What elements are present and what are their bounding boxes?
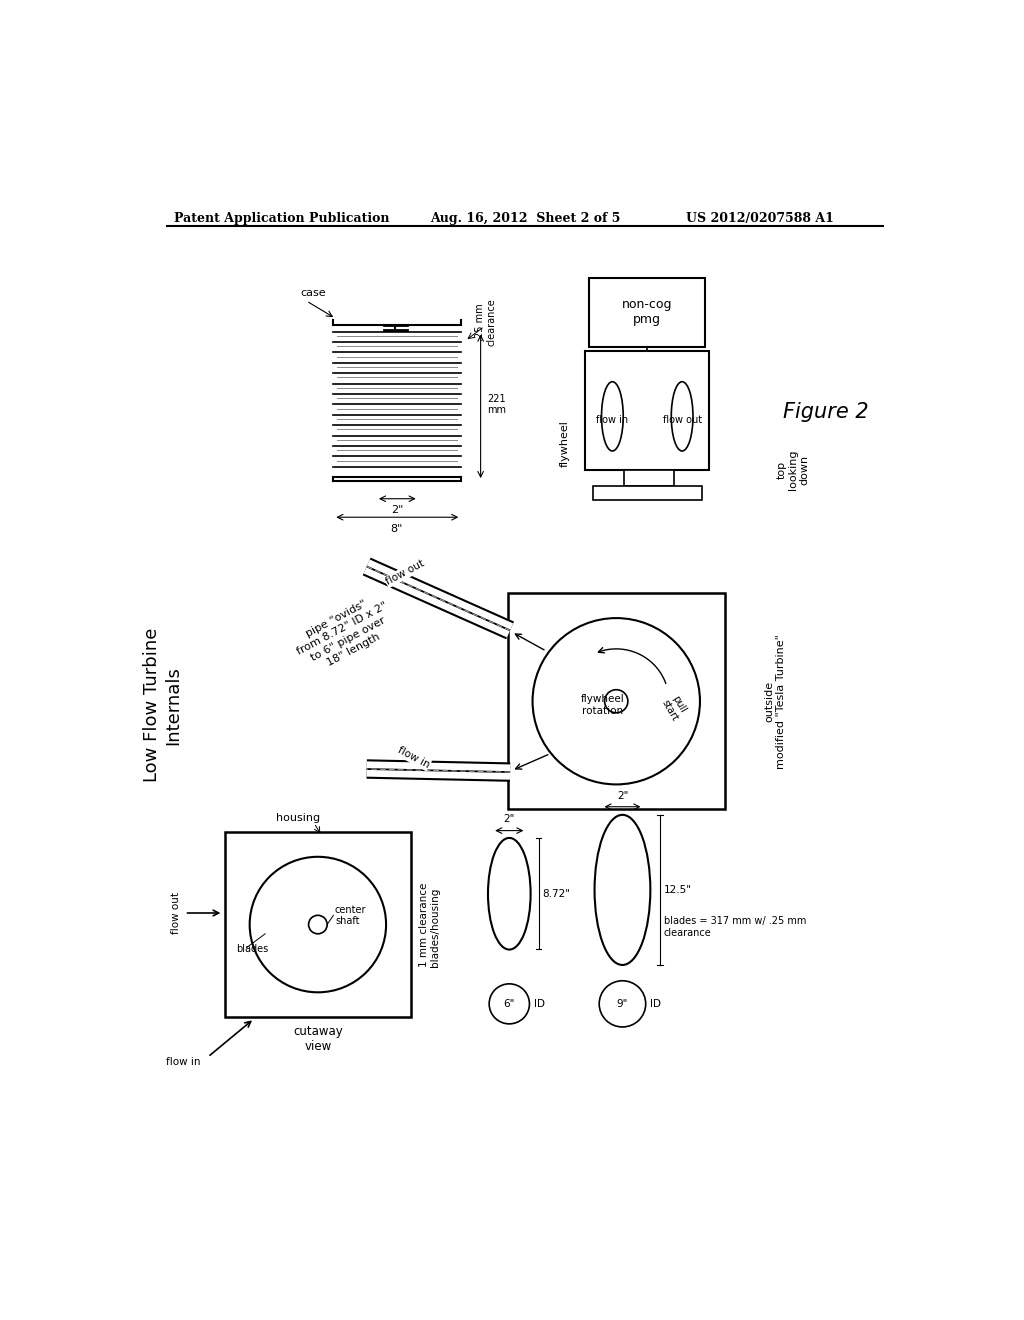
Text: blades = 317 mm w/ .25 mm
clearance: blades = 317 mm w/ .25 mm clearance [664, 916, 806, 937]
Bar [508, 594, 725, 809]
Text: ID: ID [650, 999, 662, 1008]
Bar [624, 470, 675, 486]
Text: center
shaft: center shaft [335, 904, 367, 927]
Circle shape [532, 618, 700, 784]
Text: flywheel
rotation: flywheel rotation [581, 694, 625, 715]
Circle shape [250, 857, 386, 993]
Text: Low Flow Turbine
Internals: Low Flow Turbine Internals [143, 628, 182, 783]
Text: Aug. 16, 2012  Sheet 2 of 5: Aug. 16, 2012 Sheet 2 of 5 [430, 213, 621, 224]
Text: flow in: flow in [166, 1056, 200, 1067]
Bar [586, 351, 710, 470]
Ellipse shape [488, 838, 530, 949]
Ellipse shape [595, 814, 650, 965]
Text: 2": 2" [616, 791, 628, 801]
Text: 1 mm clearance
blades/housing: 1 mm clearance blades/housing [419, 882, 440, 966]
Text: Figure 2: Figure 2 [782, 403, 868, 422]
Text: pull
start: pull start [659, 692, 689, 723]
Bar [593, 486, 701, 499]
Text: US 2012/0207588 A1: US 2012/0207588 A1 [686, 213, 834, 224]
Text: ID: ID [535, 999, 545, 1008]
Text: outside
modified "Tesla Turbine": outside modified "Tesla Turbine" [764, 634, 786, 768]
Text: .25 mm
clearance: .25 mm clearance [475, 298, 497, 346]
Text: 8": 8" [391, 524, 403, 533]
Text: flow in: flow in [596, 416, 629, 425]
Text: pipe "ovids"
from 8.72" ID x 2"
to 6" pipe over
18" length: pipe "ovids" from 8.72" ID x 2" to 6" pi… [290, 591, 400, 677]
Text: blades: blades [237, 944, 268, 954]
Text: non-cog
pmg: non-cog pmg [622, 298, 673, 326]
Bar [589, 277, 706, 347]
Bar [225, 832, 411, 1016]
Circle shape [308, 915, 328, 933]
Text: top
looking
down: top looking down [776, 450, 810, 491]
Circle shape [489, 983, 529, 1024]
Ellipse shape [601, 381, 624, 451]
Ellipse shape [672, 381, 693, 451]
Text: case: case [300, 288, 326, 298]
Text: flywheel: flywheel [559, 420, 569, 467]
Text: flow out: flow out [663, 416, 701, 425]
Text: Patent Application Publication: Patent Application Publication [174, 213, 390, 224]
Circle shape [604, 689, 628, 713]
Text: housing: housing [276, 813, 321, 824]
Text: flow out: flow out [171, 892, 180, 935]
Text: 2": 2" [391, 504, 403, 515]
Text: 221
mm: 221 mm [486, 393, 506, 416]
Text: 9": 9" [616, 999, 628, 1008]
Circle shape [599, 981, 646, 1027]
Text: flow out: flow out [385, 558, 426, 587]
Text: 2": 2" [504, 814, 515, 824]
Text: 12.5": 12.5" [664, 884, 691, 895]
Text: cutaway
view: cutaway view [293, 1024, 343, 1052]
Text: 8.72": 8.72" [542, 888, 569, 899]
Text: 6": 6" [503, 999, 514, 1008]
Text: flow in: flow in [395, 744, 431, 770]
